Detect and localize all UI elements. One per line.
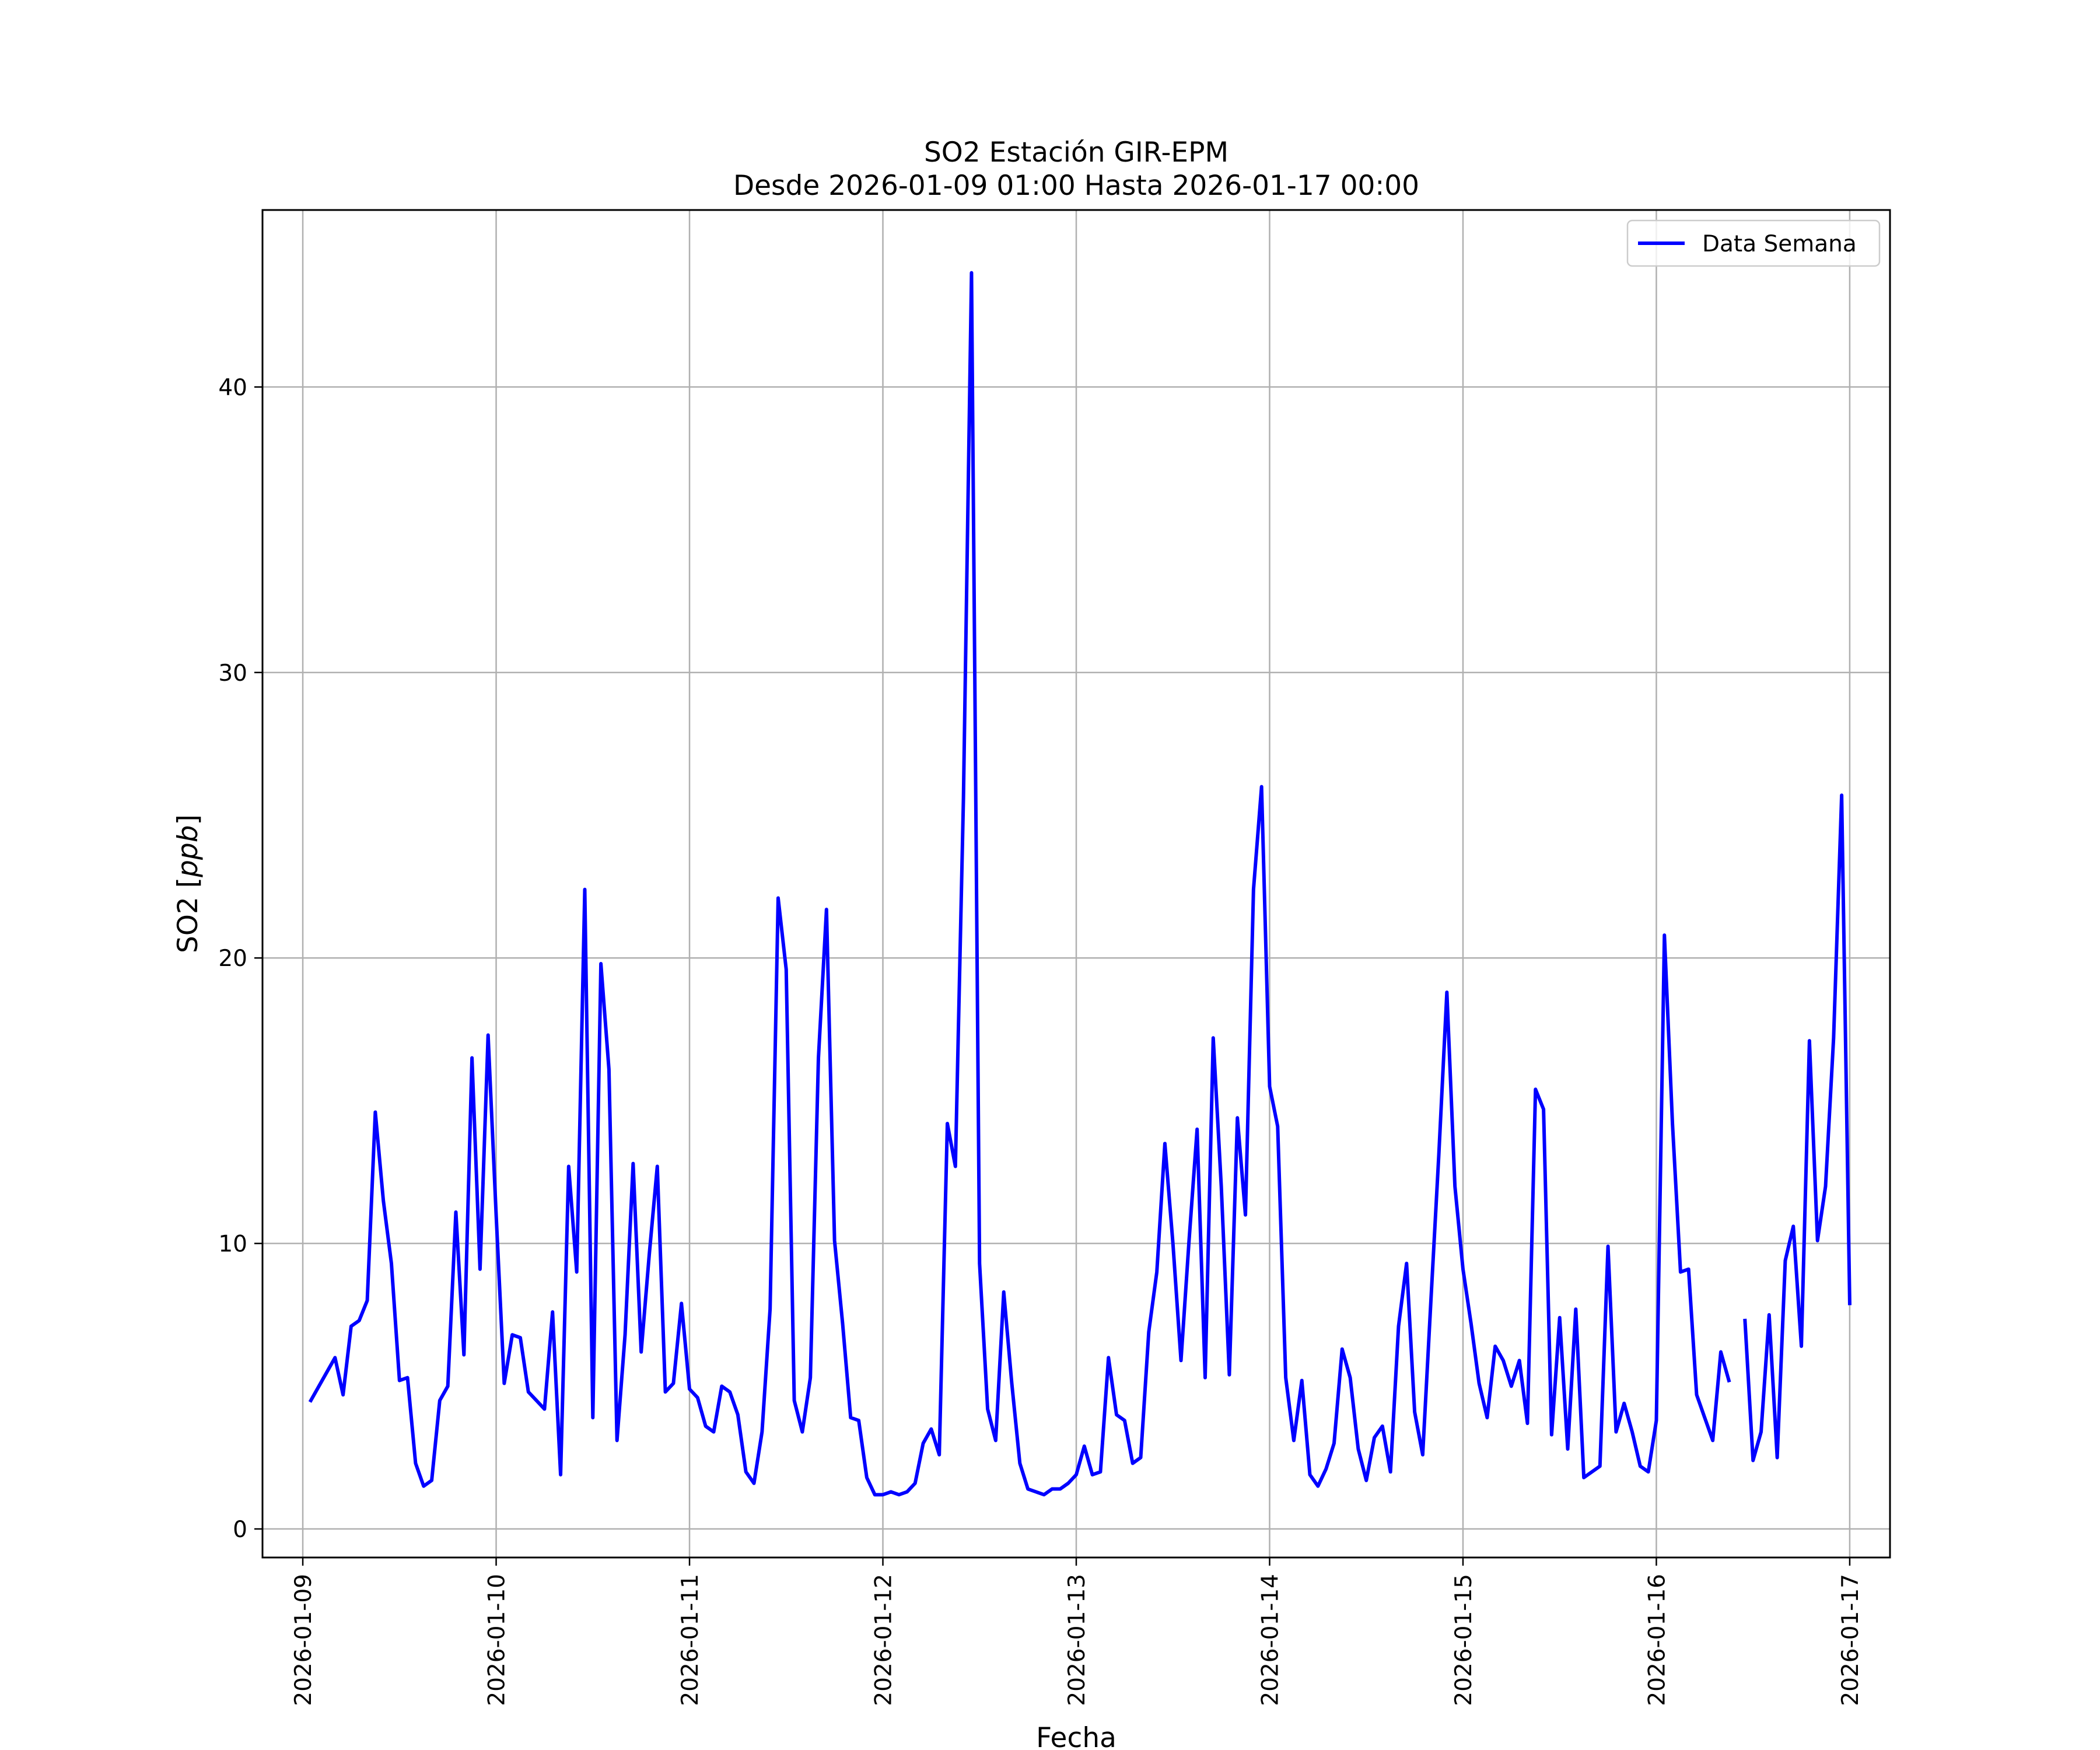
y-axis-label: SO2 [ppb] <box>172 814 204 953</box>
x-tick-label: 2026-01-09 <box>290 1574 317 1706</box>
y-tick-label: 40 <box>218 374 247 401</box>
y-tick-label: 30 <box>218 660 247 687</box>
x-tick-label: 2026-01-15 <box>1451 1574 1477 1706</box>
chart-title: SO2 Estación GIR-EPM <box>924 136 1228 169</box>
y-tick-label: 10 <box>218 1231 247 1258</box>
x-tick-label: 2026-01-10 <box>484 1574 510 1706</box>
ticks: 2026-01-09 2026-01-10 2026-01-11 2026-01-12… <box>218 374 1864 1706</box>
x-tick-label: 2026-01-14 <box>1257 1574 1283 1706</box>
legend-box <box>1626 219 1881 267</box>
x-tick-label: 2026-01-12 <box>871 1574 897 1706</box>
x-tick-label: 2026-01-11 <box>677 1574 704 1706</box>
y-tick-label: 20 <box>218 946 247 972</box>
chart-subtitle: Desde 2026-01-09 01:00 Hasta 2026-01-17 … <box>733 170 1419 202</box>
y-tick-label: 0 <box>233 1517 247 1543</box>
legend-label: Data Semana <box>1702 231 1857 257</box>
x-axis-label: Fecha <box>1036 1722 1116 1750</box>
x-tick-label: 2026-01-17 <box>1838 1574 1864 1706</box>
series-layer <box>308 271 1852 1497</box>
x-tick-label: 2026-01-13 <box>1064 1574 1090 1706</box>
x-tick-label: 2026-01-16 <box>1644 1574 1670 1706</box>
legend: Data Semana <box>1626 219 1881 267</box>
series-line <box>308 271 1852 1497</box>
